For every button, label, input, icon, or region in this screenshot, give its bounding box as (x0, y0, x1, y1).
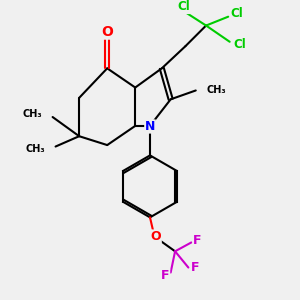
Text: Cl: Cl (231, 7, 243, 20)
Text: Cl: Cl (178, 0, 190, 14)
Text: O: O (151, 230, 161, 243)
Text: CH₃: CH₃ (206, 85, 226, 95)
Text: O: O (101, 25, 113, 39)
Text: CH₃: CH₃ (23, 109, 42, 119)
Text: F: F (193, 235, 202, 248)
Text: N: N (145, 120, 155, 133)
Text: F: F (161, 269, 170, 282)
Text: F: F (190, 261, 199, 274)
Text: Cl: Cl (234, 38, 246, 51)
Text: CH₃: CH₃ (26, 145, 45, 154)
